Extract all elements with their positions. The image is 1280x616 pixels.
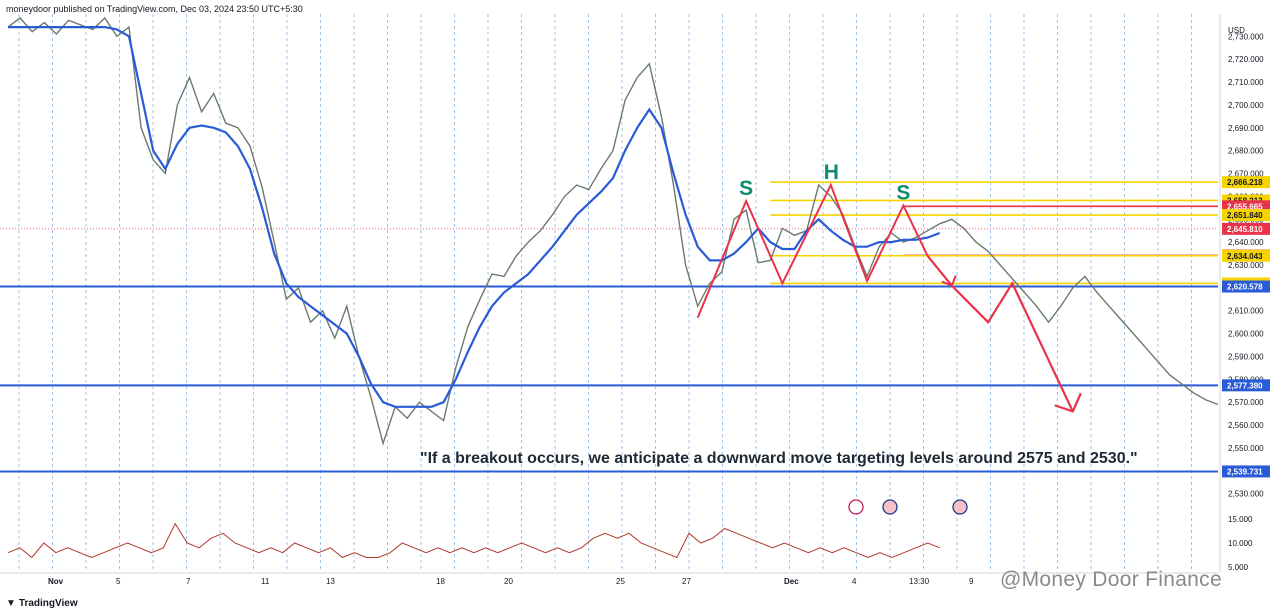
x-tick-label: 13	[326, 577, 335, 586]
volume-pane: 15.000 10.000 5.000	[7, 515, 1253, 572]
y-tick-label: 2,640.000	[1228, 238, 1264, 247]
x-tick-label: 9	[969, 577, 974, 586]
y-tick-label: 2,570.000	[1228, 398, 1264, 407]
time-axis: Nov 5 7 11 13 18 20 25 27 Dec 4 13:30 9	[0, 572, 1218, 586]
y-tick-label: 2,700.000	[1228, 101, 1264, 110]
horizontal-levels	[0, 181, 1218, 473]
y-tick-label: 2,610.000	[1228, 307, 1264, 316]
price-badge	[1222, 222, 1270, 235]
pattern-label: S	[896, 182, 910, 205]
price-badge-label: 2,651.840	[1227, 211, 1263, 220]
y-tick-label: 2,720.000	[1228, 55, 1264, 64]
y-tick-label: 2,550.000	[1228, 444, 1264, 453]
x-tick-label: 27	[682, 577, 691, 586]
publisher-line: moneydoor published on TradingView.com, …	[6, 4, 303, 14]
x-tick-label: 5	[116, 577, 121, 586]
price-badge	[1222, 209, 1270, 222]
price-series	[7, 16, 1219, 446]
tradingview-brand[interactable]: ▼ TradingView	[6, 598, 78, 609]
price-badge	[1222, 379, 1270, 392]
y-tick-label: 2,680.000	[1228, 147, 1264, 156]
price-badge-label: 2,539.731	[1227, 467, 1263, 476]
moving-average-line	[8, 26, 941, 408]
projection-arrow	[926, 255, 1082, 413]
price-badge-label: 2,645.810	[1227, 225, 1263, 234]
price-badge-label: 2,655.665	[1227, 202, 1263, 211]
x-tick-label: Nov	[48, 577, 64, 586]
x-tick-label: 13:30	[909, 577, 930, 586]
price-line	[7, 16, 1219, 446]
flash-event-icon[interactable]	[848, 499, 864, 515]
y-tick-label: 2,630.000	[1228, 261, 1264, 270]
price-badge-label: 2,666.218	[1227, 178, 1263, 187]
price-axis: 2,530.0002,540.0002,550.0002,560.0002,57…	[1219, 14, 1264, 572]
projection-path	[926, 255, 1074, 412]
projection-arrowhead-small	[941, 275, 957, 287]
price-badge	[1222, 176, 1270, 189]
price-badges: 2,666.2182,658.2132,655.6652,651.8402,64…	[1222, 176, 1270, 478]
x-tick-label: 11	[261, 577, 270, 586]
x-tick-label: 18	[436, 577, 445, 586]
price-badge-label: 2,634.043	[1227, 252, 1263, 261]
price-badge-label: 2,620.578	[1227, 283, 1263, 292]
watermark: @Money Door Finance	[1000, 568, 1222, 591]
moving-average	[8, 26, 941, 408]
x-tick-label: 20	[504, 577, 513, 586]
y-tick-label: 2,590.000	[1228, 352, 1264, 361]
price-badge	[1222, 249, 1270, 262]
y-tick-label: 2,670.000	[1228, 170, 1264, 179]
tradingview-logo-icon: ▼	[6, 598, 16, 609]
brand-label: TradingView	[18, 598, 78, 609]
x-tick-label: 7	[186, 577, 191, 586]
us-flag-icon[interactable]	[952, 499, 968, 515]
x-tick-label: 25	[616, 577, 625, 586]
price-badge-label: 2,577.380	[1227, 381, 1263, 390]
volume-tick-label: 10.000	[1228, 539, 1253, 548]
volume-tick-label: 15.000	[1228, 515, 1253, 524]
x-tick-label: 4	[852, 577, 857, 586]
x-tick-label: Dec	[784, 577, 799, 586]
y-tick-label: 2,530.000	[1228, 490, 1264, 499]
forecast-annotation: "If a breakout occurs, we anticipate a d…	[420, 450, 1138, 467]
pattern-zigzag	[696, 182, 929, 318]
volume-tick-label: 5.000	[1228, 563, 1249, 572]
y-tick-label: 2,710.000	[1228, 78, 1264, 87]
volume-line	[7, 522, 940, 559]
y-tick-label: 2,730.000	[1228, 32, 1264, 41]
pattern-label: S	[739, 177, 753, 200]
price-badge	[1222, 465, 1270, 478]
head-shoulders-pattern: SHS	[696, 161, 929, 318]
us-flag-icon[interactable]	[882, 499, 898, 515]
currency-label: USD	[1228, 26, 1245, 35]
y-tick-label: 2,690.000	[1228, 124, 1264, 133]
y-tick-label: 2,560.000	[1228, 421, 1264, 430]
pattern-label: H	[824, 161, 839, 184]
y-tick-label: 2,600.000	[1228, 330, 1264, 339]
projection-arrowhead	[1054, 392, 1082, 413]
vertical-gridlines	[18, 14, 1192, 572]
price-badge	[1222, 280, 1270, 293]
event-icons	[848, 499, 968, 515]
